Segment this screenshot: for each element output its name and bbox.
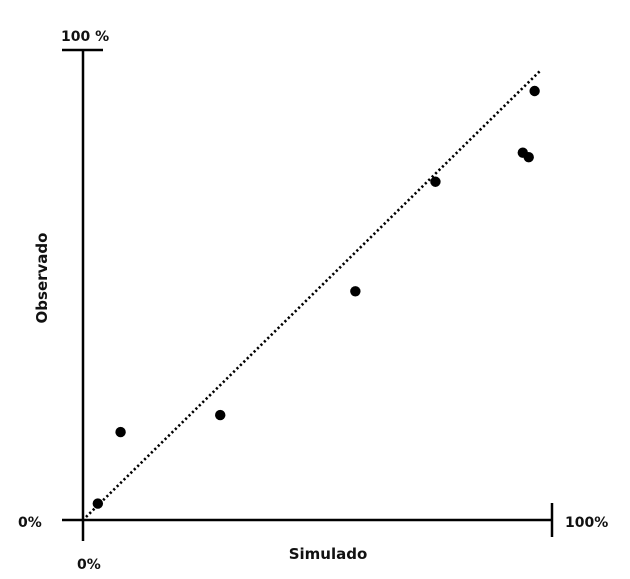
data-point-3 (215, 409, 226, 421)
y-tick-min-label: 0% (18, 515, 42, 531)
x-tick-max-label: 100% (565, 515, 608, 531)
data-point-7 (523, 151, 534, 163)
x-tick-min-label: 0% (77, 557, 101, 573)
data-point-1 (92, 498, 104, 509)
data-point-2 (115, 426, 126, 438)
data-points (92, 85, 540, 509)
data-point-5 (430, 176, 441, 187)
data-point-4 (350, 286, 361, 297)
data-point-8 (529, 85, 540, 97)
identity-reference-line (85, 69, 542, 518)
x-axis-label: Simulado (289, 545, 368, 563)
y-tick-max-label: 100 % (61, 29, 109, 45)
y-axis-label: Observado (33, 233, 51, 324)
